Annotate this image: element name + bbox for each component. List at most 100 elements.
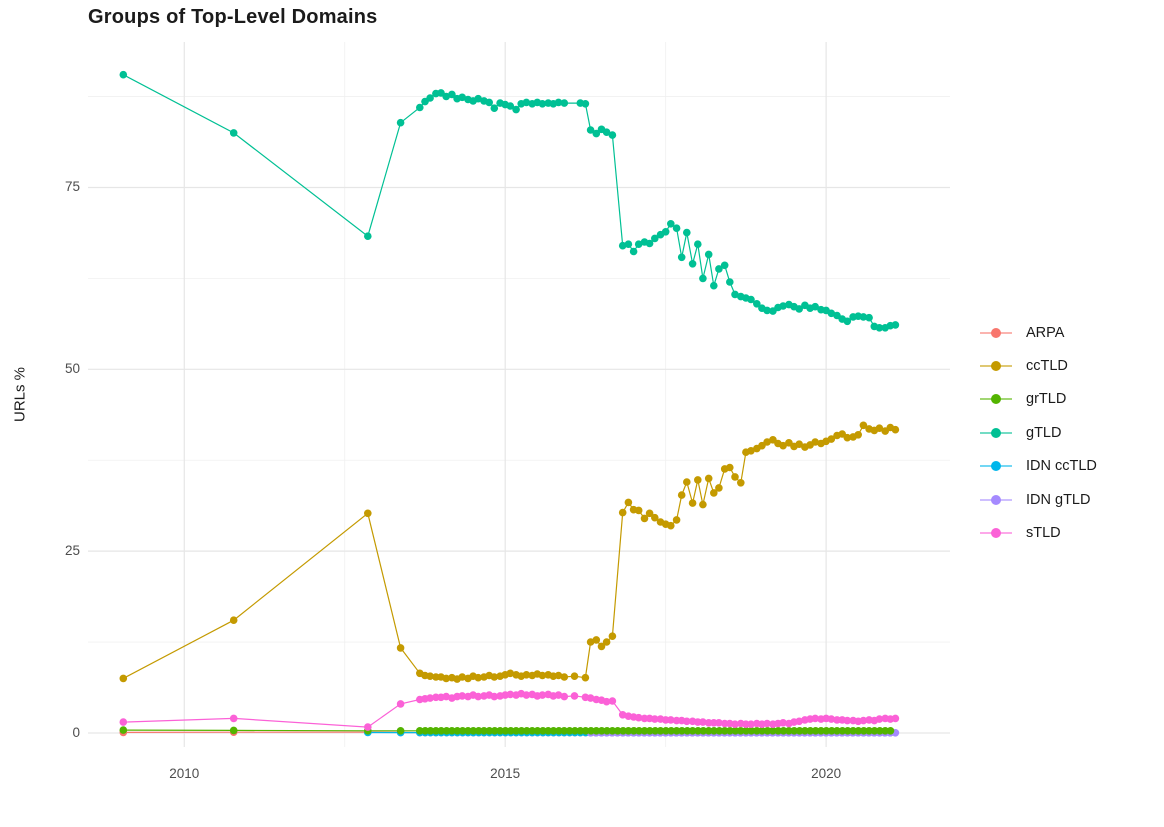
- data-point-grtld: [646, 727, 654, 735]
- data-point-stld: [715, 719, 723, 727]
- data-point-grtld: [742, 727, 750, 735]
- data-point-grtld: [736, 727, 745, 735]
- data-point-grtld: [801, 727, 809, 735]
- data-point-gtld: [720, 261, 729, 270]
- data-point-grtld: [539, 727, 547, 735]
- data-point-grtld: [715, 727, 724, 735]
- data-point-cctld: [688, 499, 697, 507]
- data-point-grtld: [886, 727, 895, 735]
- data-point-gtld: [779, 302, 787, 310]
- data-point-grtld: [806, 727, 815, 735]
- data-point-grtld: [790, 727, 798, 735]
- data-point-grtld: [560, 727, 568, 735]
- y-tick-label: 50: [64, 361, 80, 377]
- data-point-stld: [554, 691, 563, 699]
- data-point-cctld: [490, 673, 499, 681]
- data-point-grtld: [490, 727, 499, 735]
- data-point-cctld: [608, 632, 617, 640]
- data-point-grtld: [565, 727, 574, 735]
- data-point-gtld: [624, 240, 633, 248]
- legend-key-dot: [991, 427, 1001, 438]
- data-point-grtld: [785, 727, 793, 735]
- legend-item-idn-cctld: IDN ccTLD: [980, 450, 1097, 483]
- data-point-stld: [667, 716, 675, 724]
- data-point-cctld: [618, 508, 627, 517]
- data-point-grtld: [229, 726, 238, 735]
- data-point-stld: [426, 694, 434, 702]
- data-point-grtld: [656, 727, 665, 735]
- data-point-stld: [843, 716, 852, 725]
- data-point-stld: [560, 692, 569, 701]
- data-point-grtld: [421, 727, 430, 735]
- data-point-cctld: [581, 673, 590, 682]
- data-point-stld: [570, 692, 579, 700]
- data-point-grtld: [119, 726, 128, 734]
- data-point-grtld: [469, 727, 478, 735]
- data-point-stld: [618, 711, 627, 719]
- data-point-gtld: [731, 290, 739, 299]
- data-point-cctld: [843, 433, 852, 442]
- data-point-cctld: [699, 500, 707, 509]
- data-point-cctld: [677, 491, 686, 499]
- data-point-grtld: [480, 727, 488, 735]
- data-point-grtld: [843, 727, 852, 735]
- data-point-stld: [396, 700, 405, 708]
- data-point-cctld: [726, 463, 734, 472]
- legend-item-grtld: grTLD: [980, 383, 1097, 416]
- data-point-gtld: [512, 105, 520, 114]
- data-point-grtld: [731, 727, 740, 735]
- legend-key-icon: [980, 326, 1012, 340]
- data-point-cctld: [602, 638, 611, 646]
- x-tick-label: 2020: [811, 766, 842, 781]
- data-point-cctld: [683, 478, 691, 486]
- data-point-gtld: [827, 309, 836, 318]
- data-point-gtld: [448, 90, 456, 99]
- data-point-grtld: [827, 727, 836, 735]
- data-point-grtld: [865, 727, 873, 735]
- data-point-cctld: [645, 509, 654, 518]
- data-point-cctld: [710, 489, 718, 497]
- data-point-grtld: [747, 727, 756, 735]
- data-point-grtld: [672, 727, 681, 735]
- data-point-grtld: [811, 727, 820, 735]
- data-point-cctld: [560, 673, 569, 681]
- data-point-cctld: [624, 498, 633, 507]
- data-point-stld: [119, 718, 128, 726]
- chart-title: Groups of Top-Level Domains: [88, 6, 378, 28]
- legend-key-dot: [991, 528, 1001, 539]
- data-point-grtld: [426, 727, 435, 735]
- legend-key-dot: [991, 327, 1001, 338]
- data-point-grtld: [876, 727, 884, 735]
- data-point-gtld: [634, 240, 643, 248]
- legend-key-dot: [991, 361, 1001, 372]
- data-point-grtld: [544, 727, 552, 735]
- data-point-cctld: [592, 636, 601, 644]
- data-point-grtld: [453, 727, 462, 735]
- data-point-grtld: [817, 727, 825, 735]
- data-point-grtld: [630, 727, 638, 735]
- data-point-cctld: [859, 421, 868, 430]
- legend-item-label: sTLD: [1026, 525, 1061, 542]
- legend-item-label: ARPA: [1026, 324, 1065, 341]
- data-point-grtld: [587, 727, 595, 735]
- data-point-cctld: [538, 671, 547, 680]
- data-point-grtld: [854, 727, 863, 735]
- data-point-gtld: [699, 274, 707, 283]
- data-point-cctld: [763, 438, 771, 446]
- data-point-gtld: [506, 102, 515, 110]
- data-point-cctld: [442, 674, 451, 683]
- data-point-grtld: [448, 727, 456, 735]
- data-point-stld: [608, 697, 617, 705]
- data-point-cctld: [229, 616, 238, 624]
- data-point-gtld: [474, 94, 483, 103]
- data-point-gtld: [229, 129, 238, 137]
- data-point-gtld: [119, 70, 128, 79]
- data-point-grtld: [416, 727, 424, 735]
- data-point-gtld: [560, 99, 569, 107]
- data-point-gtld: [859, 313, 868, 321]
- data-point-gtld: [581, 100, 590, 108]
- data-point-stld: [458, 692, 467, 700]
- legend: ARPA ccTLD grTLD gTLD IDN ccTLD IDN gTLD sTLD: [980, 316, 1097, 550]
- data-point-gtld: [602, 128, 611, 136]
- data-point-grtld: [458, 727, 467, 735]
